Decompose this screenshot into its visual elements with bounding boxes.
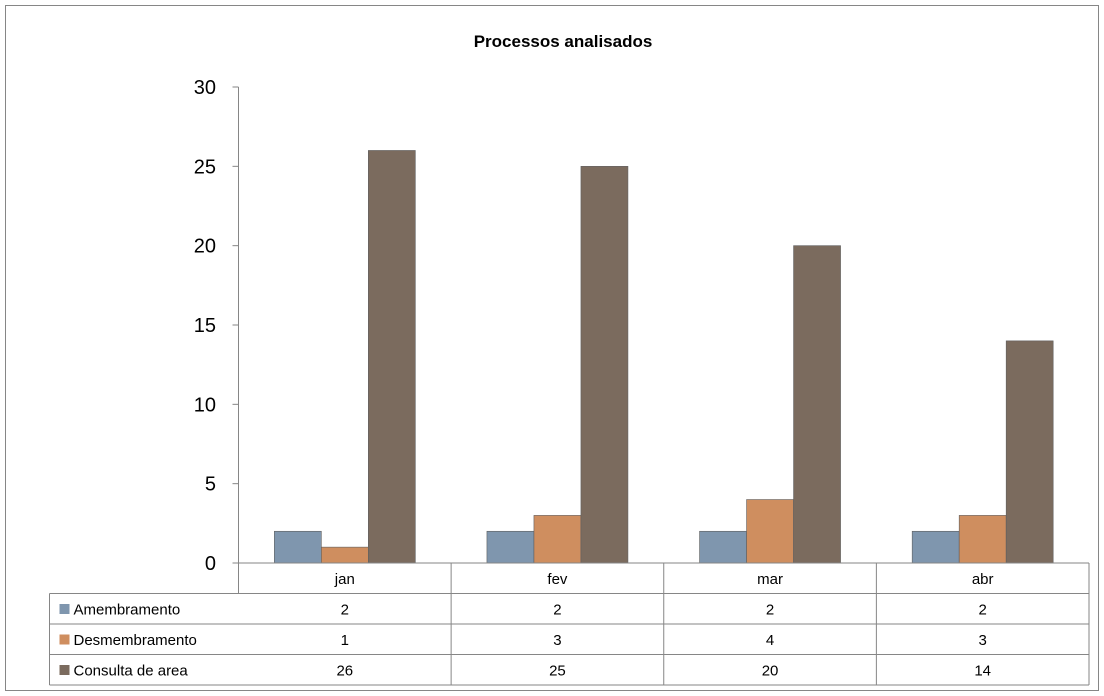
data-table: jan fev mar abr Amembramento 2 2 2 2 Desmembramen…	[49, 562, 1090, 686]
category-label: mar	[757, 571, 783, 588]
category-label: jan	[334, 571, 355, 588]
bar-consulta-de-area-abr	[1005, 340, 1054, 564]
data-label: 14	[974, 663, 991, 680]
bar-desmembramento-fev	[533, 515, 582, 564]
bar-amembramento-jan	[274, 530, 322, 564]
y-tick-label: 25	[194, 156, 216, 178]
bar-consulta-de-area-fev	[580, 166, 629, 564]
bar-amembramento-abr	[911, 530, 960, 564]
bar-amembramento-mar	[699, 530, 747, 564]
data-label: 2	[341, 602, 349, 619]
bar-desmembramento-mar	[746, 499, 794, 564]
y-axis: 0 5 10 15 20 25 30	[194, 77, 239, 594]
chart-title: Processos analisados	[474, 32, 653, 51]
y-tick-label: 5	[205, 474, 216, 496]
bars	[274, 150, 1054, 564]
series-name: Desmembramento	[74, 632, 197, 649]
legend-swatch	[59, 665, 70, 675]
data-label: 26	[336, 663, 353, 680]
data-label: 25	[549, 663, 566, 680]
series-name: Amembramento	[74, 602, 181, 619]
chart-border	[5, 5, 1099, 691]
bar-amembramento-fev	[486, 530, 535, 564]
bar-consulta-de-area-mar	[793, 245, 841, 564]
data-label: 4	[766, 632, 774, 649]
data-label: 2	[553, 602, 561, 619]
data-label: 20	[762, 663, 779, 680]
data-label: 3	[979, 632, 987, 649]
data-label: 3	[553, 632, 561, 649]
data-label: 1	[341, 632, 349, 649]
y-tick-label: 20	[194, 236, 216, 258]
bar-desmembramento-abr	[958, 515, 1007, 564]
legend-swatch	[59, 604, 70, 614]
y-tick-label: 0	[205, 553, 216, 575]
category-label: fev	[547, 571, 568, 588]
bar-desmembramento-jan	[321, 546, 369, 564]
data-label: 2	[766, 602, 774, 619]
series-name: Consulta de area	[74, 663, 189, 680]
bar-consulta-de-area-jan	[368, 150, 416, 564]
legend-swatch	[59, 634, 70, 645]
y-tick-label: 10	[194, 394, 216, 416]
y-tick-label: 30	[194, 77, 216, 99]
y-tick-label: 15	[194, 315, 216, 337]
data-label: 2	[979, 602, 987, 619]
category-label: abr	[972, 571, 994, 588]
